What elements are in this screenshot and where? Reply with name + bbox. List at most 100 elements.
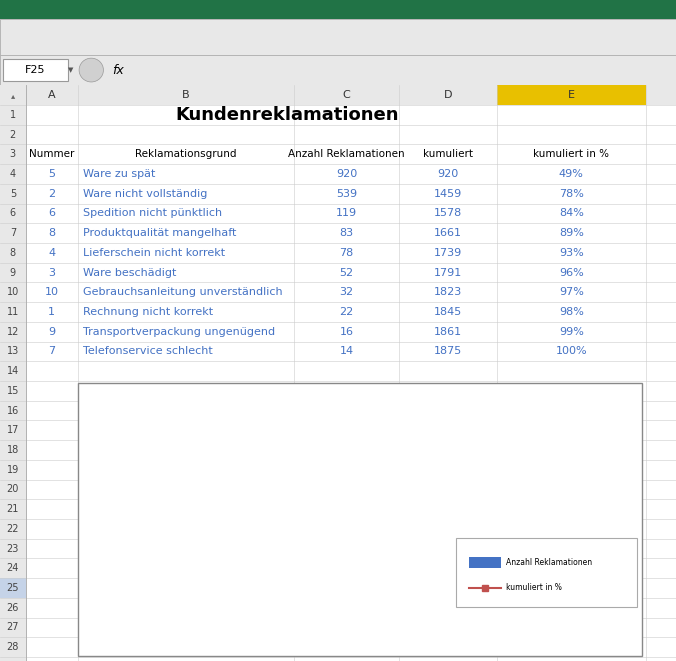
Text: E: E [568,90,575,100]
Text: 93%: 93% [559,248,583,258]
Text: 15: 15 [7,386,19,396]
Bar [0,657,26,661]
Text: Ware nicht vollständig: Ware nicht vollständig [83,188,208,199]
Bar [0,480,26,499]
Text: 920: 920 [437,169,458,179]
Text: 1861: 1861 [434,327,462,336]
Bar [0,302,26,322]
Text: Kundenreklamationen: Kundenreklamationen [176,106,399,124]
Bar [0,125,26,144]
Bar [0,204,26,223]
Text: 13: 13 [7,346,19,356]
Bar [0,85,26,105]
Text: 1845: 1845 [434,307,462,317]
Text: 22: 22 [7,524,19,534]
Text: 49%: 49% [559,169,583,179]
Text: C: C [343,90,350,100]
Bar [371,598,397,600]
Bar [0,578,26,598]
Bar [497,85,646,105]
Text: 27: 27 [7,623,19,633]
Text: 3: 3 [9,149,16,159]
Text: 6: 6 [48,208,55,218]
Text: Transportverpackung ungenügend: Transportverpackung ungenügend [83,327,275,336]
Text: 89%: 89% [559,228,583,238]
Text: 1: 1 [48,307,55,317]
Text: Telefonservice schlecht: Telefonservice schlecht [83,346,213,356]
Text: Reklamationsgrund: Reklamationsgrund [135,149,237,159]
Text: Nummer: Nummer [29,149,74,159]
Bar [0,282,26,302]
Bar [468,557,501,568]
Text: 20: 20 [7,485,19,494]
Text: 78%: 78% [559,188,583,199]
Text: 84%: 84% [559,208,583,218]
Bar [191,587,216,600]
Bar [0,559,26,578]
Bar [335,596,360,600]
Text: 8: 8 [48,228,55,238]
Text: 1739: 1739 [434,248,462,258]
Bar [0,598,26,617]
Text: Gebrauchsanleitung unverständlich: Gebrauchsanleitung unverständlich [83,288,283,297]
Text: F25: F25 [25,65,46,75]
Text: 4: 4 [48,248,55,258]
Text: 16: 16 [339,327,354,336]
Text: 18: 18 [7,445,19,455]
Text: 6: 6 [9,208,16,218]
Bar [456,539,637,607]
Bar [0,85,676,661]
Text: 12: 12 [7,327,19,336]
Bar [154,543,180,600]
Text: Produktqualität mangelhaft: Produktqualität mangelhaft [83,228,237,238]
Bar [0,105,26,125]
Text: 26: 26 [7,603,19,613]
Circle shape [79,58,103,82]
Bar [0,262,26,282]
Text: Ware zu spät: Ware zu spät [83,169,155,179]
Text: kumuliert in %: kumuliert in % [533,149,609,159]
Text: Anzahl Reklamationen: Anzahl Reklamationen [288,149,405,159]
Text: 97%: 97% [559,288,583,297]
Text: 9: 9 [48,327,55,336]
Text: 7: 7 [48,346,55,356]
Bar [0,420,26,440]
Text: 22: 22 [339,307,354,317]
Text: Lieferschein nicht korrekt: Lieferschein nicht korrekt [83,248,225,258]
Bar [0,184,26,204]
Bar [299,594,324,600]
Bar [0,539,26,559]
Bar [408,598,433,600]
Text: kumuliert in %: kumuliert in % [506,583,562,592]
Text: Anzahl Reklamationen: Anzahl Reklamationen [506,558,593,567]
Text: Spedition nicht pünktlich: Spedition nicht pünktlich [83,208,222,218]
Text: 8: 8 [9,248,16,258]
Text: 5: 5 [9,188,16,199]
Text: Ware beschädigt: Ware beschädigt [83,268,176,278]
Bar [443,598,468,600]
Text: 1661: 1661 [434,228,462,238]
Text: 14: 14 [7,366,19,376]
Bar [0,617,26,637]
Text: 24: 24 [7,563,19,573]
Text: 10: 10 [45,288,59,297]
Text: 2: 2 [9,130,16,139]
Text: 7: 7 [9,228,16,238]
Text: 23: 23 [7,543,19,554]
Bar [0,440,26,460]
Text: 1459: 1459 [434,188,462,199]
Bar [0,460,26,480]
Text: 17: 17 [7,425,19,436]
Text: ▴: ▴ [11,91,15,100]
Text: B: B [182,90,190,100]
Text: kumuliert: kumuliert [423,149,473,159]
Text: 83: 83 [339,228,354,238]
Bar [0,578,26,598]
Text: 14: 14 [339,346,354,356]
Text: D: D [443,90,452,100]
Text: A: A [48,90,55,100]
Text: 3: 3 [48,268,55,278]
Text: 96%: 96% [559,268,583,278]
Text: 16: 16 [7,406,19,416]
Bar [0,342,26,362]
